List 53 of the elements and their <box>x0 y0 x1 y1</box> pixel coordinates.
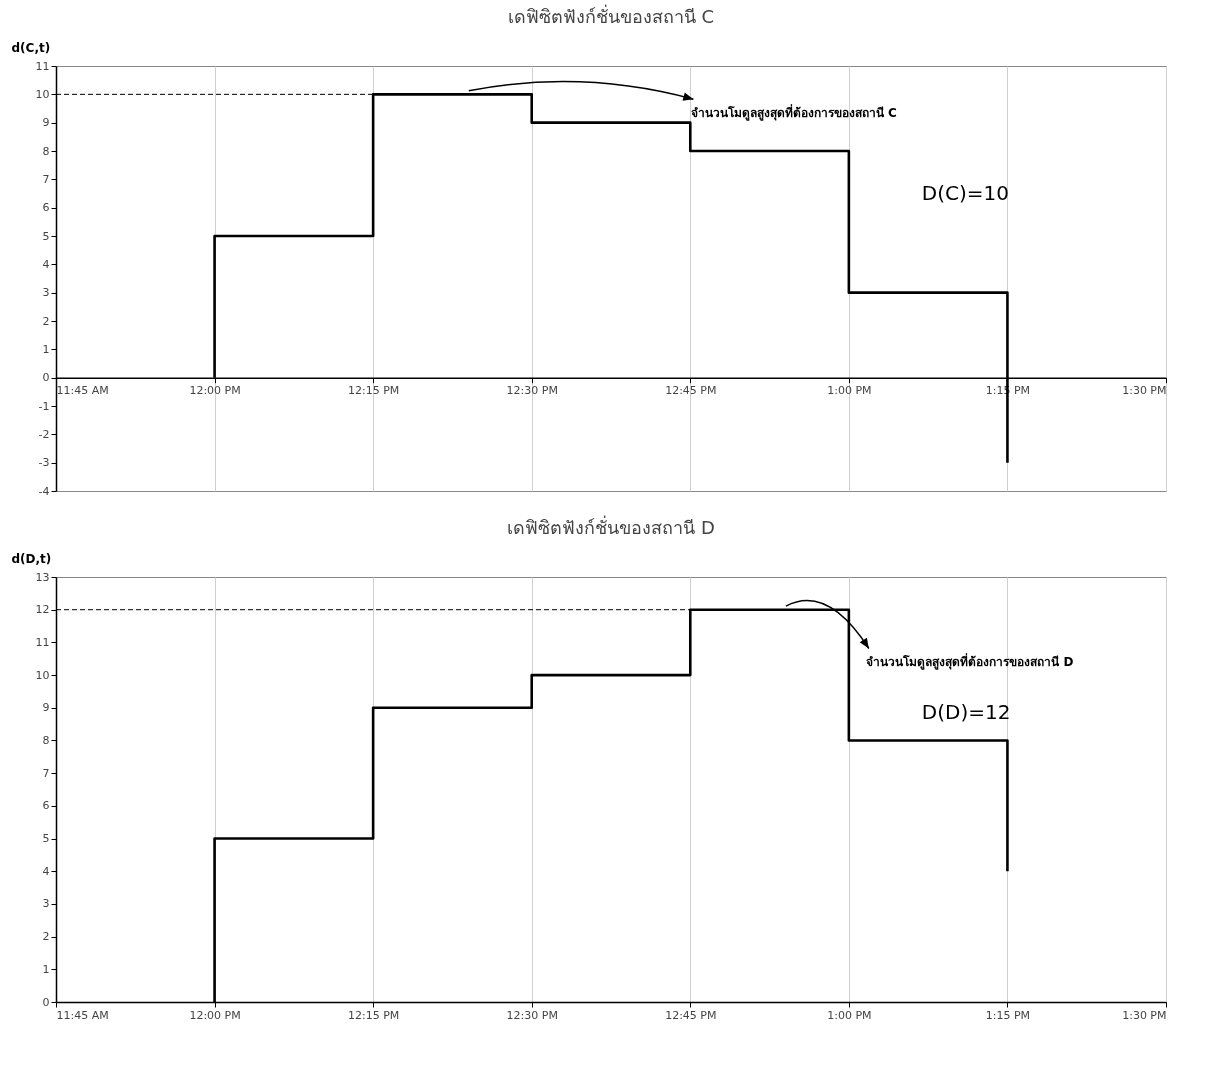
y-tick-label: -1 <box>38 399 50 413</box>
y-tick-label: 11 <box>35 59 50 73</box>
x-tick-label: 12:00 PM <box>189 384 241 398</box>
annotation: D(C)=10 <box>921 180 1009 205</box>
x-tick-label: 1:30 PM <box>1122 384 1167 398</box>
y-tick-label: 1 <box>42 962 50 976</box>
y-tick-label: 4 <box>42 864 50 878</box>
y-tick-label: 7 <box>42 172 50 186</box>
y-tick-label: 7 <box>42 766 50 780</box>
annotation: D(D)=12 <box>921 700 1011 724</box>
annotation: จำนวนโมดูลสูงสุดที่ต้องการของสถานี D <box>866 653 1074 670</box>
y-tick-label: 0 <box>42 995 50 1009</box>
x-tick-label: 12:15 PM <box>347 1008 400 1022</box>
x-tick-label: 1:30 PM <box>1122 1008 1167 1022</box>
y-tick-label: 6 <box>42 201 50 215</box>
y-tick-label: 5 <box>42 229 50 243</box>
x-tick-label: 12:00 PM <box>189 1008 241 1022</box>
y-tick-label: 10 <box>35 87 50 101</box>
y-tick-label: -3 <box>38 456 50 470</box>
y-tick-label: 8 <box>42 733 50 747</box>
y-tick-label: 13 <box>35 570 50 584</box>
y-tick-label: 5 <box>42 832 50 846</box>
y-tick-label: -4 <box>38 484 50 498</box>
x-tick-label: 1:00 PM <box>827 384 872 398</box>
chart-title: เดฟิซิตฟังก์ชั่นของสถานี D <box>507 515 715 538</box>
y-tick-label: 1 <box>42 342 50 356</box>
y-tick-label: 11 <box>35 635 50 649</box>
y-tick-label: 9 <box>42 116 50 130</box>
y-tick-label: 3 <box>42 286 50 300</box>
x-tick-label: 12:15 PM <box>347 384 400 398</box>
y-tick-label: 3 <box>42 897 50 911</box>
y-tick-label: 2 <box>42 314 50 328</box>
x-tick-label: 12:45 PM <box>665 1008 717 1022</box>
x-tick-label: 11:45 AM <box>56 384 109 398</box>
annotation: จำนวนโมดูลสูงสุดที่ต้องการของสถานี C <box>690 103 898 121</box>
y-tick-label: -2 <box>38 427 50 441</box>
x-tick-label: 1:00 PM <box>827 1008 872 1022</box>
y-tick-label: 4 <box>42 257 50 271</box>
x-tick-label: 12:30 PM <box>506 384 558 398</box>
y-tick-label: 6 <box>42 799 50 813</box>
y-tick-label: 9 <box>42 701 50 715</box>
x-tick-label: 12:45 PM <box>665 384 717 398</box>
x-tick-label: 1:15 PM <box>985 1008 1031 1022</box>
x-tick-label: 11:45 AM <box>56 1008 109 1022</box>
x-tick-label: 12:30 PM <box>506 1008 558 1022</box>
y-tick-label: 0 <box>42 371 50 385</box>
chart-title: เดฟิซิตฟังก์ชั่นของสถานี C <box>507 4 715 27</box>
y-axis-title: d(D,t) <box>11 551 52 566</box>
y-tick-label: 10 <box>35 668 50 682</box>
y-tick-label: 2 <box>42 930 50 944</box>
y-tick-label: 8 <box>42 144 50 158</box>
y-tick-label: 12 <box>35 603 50 617</box>
y-axis-title: d(C,t) <box>11 40 51 55</box>
